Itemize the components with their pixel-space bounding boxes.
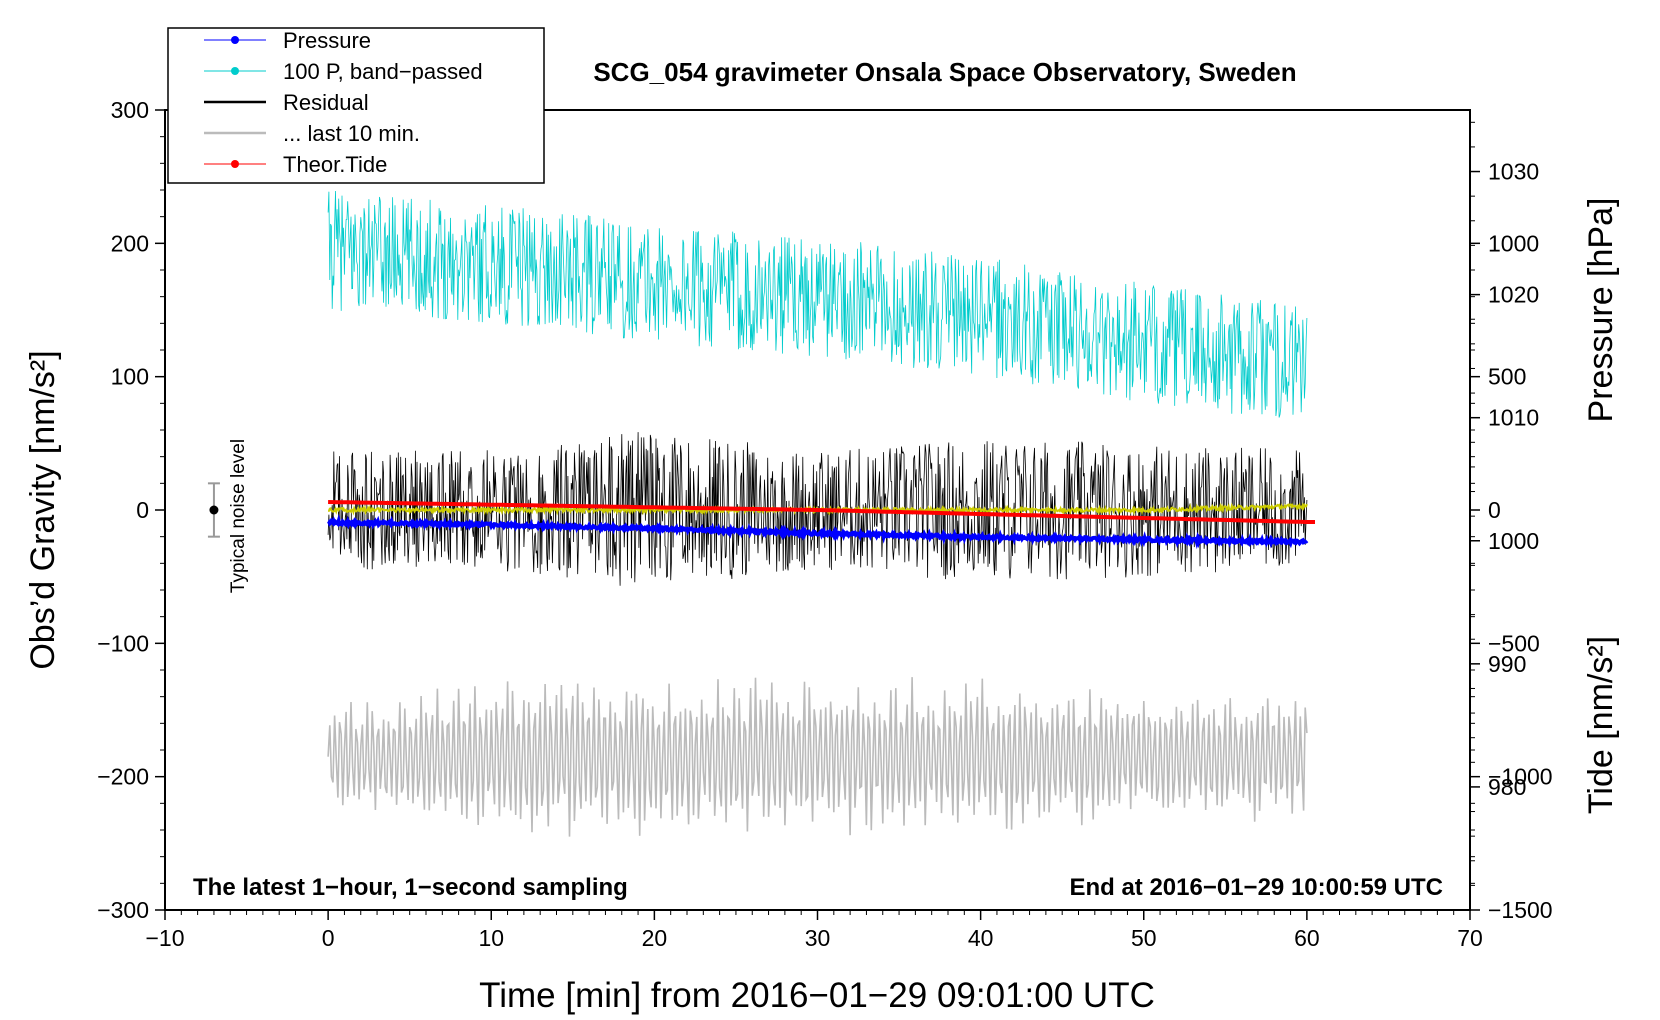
x-tick-label: 60 <box>1294 925 1320 951</box>
x-tick-label: −10 <box>145 925 184 951</box>
series-pressure <box>327 513 1309 550</box>
y-axis-tide: −1500 −1000 −500 0 500 1000 <box>1470 230 1553 923</box>
tide-tick-label: −1500 <box>1488 897 1553 923</box>
pressure-tick-label: 990 <box>1488 651 1526 677</box>
y-axis-label-left: Obs’d Gravity [nm/s²] <box>24 350 62 669</box>
legend-marker <box>231 67 239 75</box>
tide-tick-label: −1000 <box>1488 764 1553 790</box>
legend-label: 100 P, band−passed <box>283 59 483 84</box>
y-tick-label: 100 <box>111 364 149 390</box>
pressure-tick-label: 1030 <box>1488 159 1539 185</box>
noise-indicator <box>207 482 220 538</box>
x-tick-label: 0 <box>322 925 335 951</box>
pressure-tick-label: 1010 <box>1488 405 1539 431</box>
y-tick-label: −200 <box>97 764 149 790</box>
legend-marker <box>231 160 239 168</box>
legend-label: Residual <box>283 90 369 115</box>
end-time-note: End at 2016−01−29 10:00:59 UTC <box>1069 874 1443 901</box>
series-theor-tide <box>328 500 1315 524</box>
series-100p-band-passed <box>327 190 1308 418</box>
series-layer <box>327 190 1315 837</box>
tide-tick-label: 500 <box>1488 364 1526 390</box>
noise-dot <box>209 505 219 515</box>
pressure-tick-label: 1000 <box>1488 528 1539 554</box>
y-axis-label-tide: Tide [nm/s²] <box>1582 636 1620 814</box>
legend-marker <box>231 36 239 44</box>
noise-level-label: Typical noise level <box>228 439 249 593</box>
legend-label: ... last 10 min. <box>283 121 420 146</box>
y-tick-label: 200 <box>111 230 149 256</box>
x-tick-label: 30 <box>805 925 831 951</box>
sampling-note: The latest 1−hour, 1−second sampling <box>193 874 628 901</box>
series-last-10-min <box>327 677 1308 837</box>
pressure-tick-label: 980 <box>1488 774 1526 800</box>
tide-tick-label: 1000 <box>1488 230 1539 256</box>
tide-tick-label: −500 <box>1488 630 1540 656</box>
legend-box <box>167 27 545 184</box>
x-axis: −10 0 10 20 30 40 50 60 70 <box>145 910 1483 951</box>
y-axis-left: −300 −200 −100 0 100 200 300 <box>97 97 165 923</box>
x-tick-label: 20 <box>642 925 668 951</box>
legend-label: Pressure <box>283 28 371 53</box>
y-tick-label: 0 <box>136 497 149 523</box>
x-axis-label: Time [min] from 2016−01−29 09:01:00 UTC <box>479 976 1155 1015</box>
chart-title: SCG_054 gravimeter Onsala Space Observat… <box>593 57 1296 87</box>
pressure-tick-label: 1020 <box>1488 282 1539 308</box>
y-tick-label: −100 <box>97 630 149 656</box>
legend: Pressure 100 P, band−passed Residual ... la… <box>167 27 545 184</box>
x-tick-label: 10 <box>478 925 504 951</box>
x-tick-label: 50 <box>1131 925 1157 951</box>
legend-label: Theor.Tide <box>283 152 387 177</box>
x-tick-label: 40 <box>968 925 994 951</box>
y-axis-pressure: 980 990 1000 1010 1020 1030 <box>1470 121 1539 886</box>
y-tick-label: 300 <box>111 97 149 123</box>
x-tick-label: 70 <box>1457 925 1483 951</box>
y-tick-label: −300 <box>97 897 149 923</box>
tide-tick-label: 0 <box>1488 497 1501 523</box>
y-axis-label-pressure: Pressure [hPa] <box>1582 198 1620 423</box>
